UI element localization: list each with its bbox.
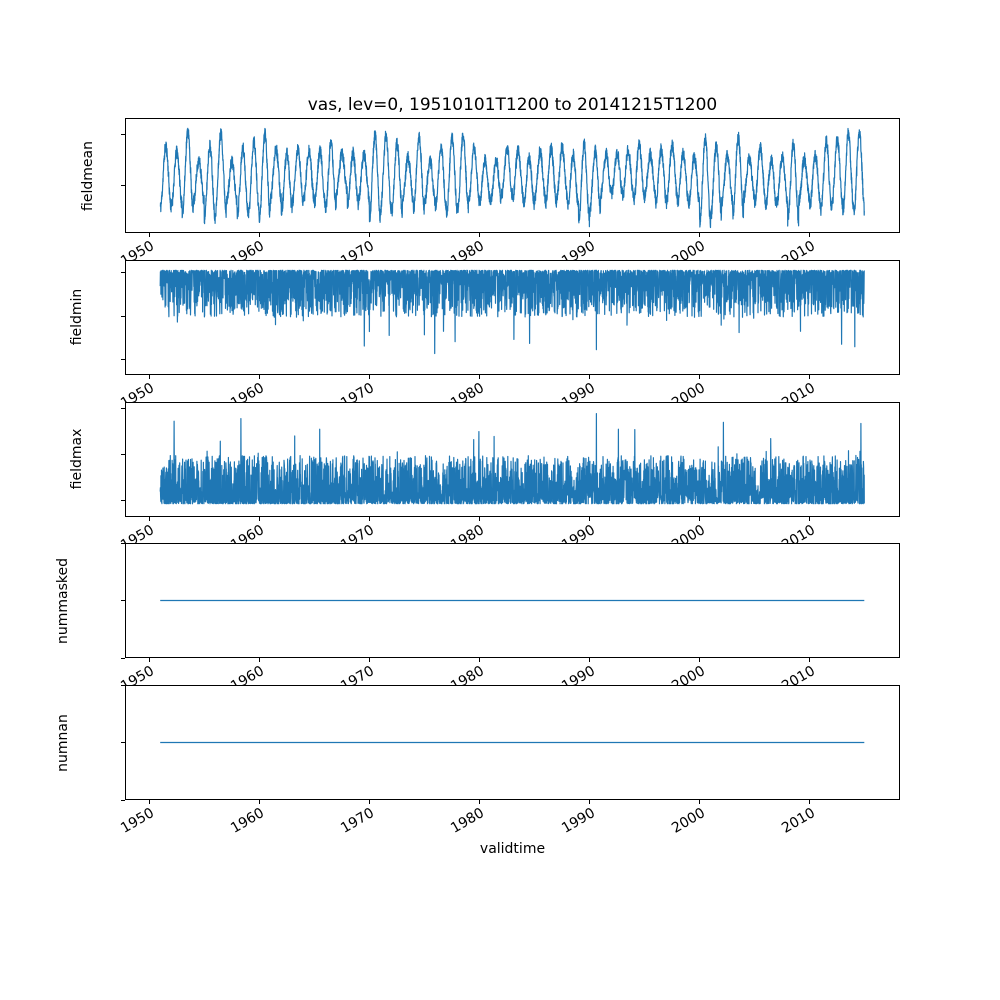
x-tick-mark <box>699 374 701 379</box>
x-tick-mark <box>478 233 480 237</box>
x-tick-mark <box>589 658 591 663</box>
series-polyline <box>159 412 865 504</box>
y-axis-label-nummasked: nummasked <box>55 557 71 644</box>
series-line-fieldmean <box>159 127 865 229</box>
x-tick-mark <box>809 516 811 521</box>
y-tick-mark <box>121 453 125 455</box>
x-tick-label: 1990 <box>558 805 598 837</box>
x-tick-mark <box>478 374 480 379</box>
x-tick-mark <box>809 233 811 237</box>
y-tick-mark <box>121 272 125 274</box>
chart-title: vas, lev=0, 19510101T1200 to 20141215T12… <box>307 95 718 115</box>
series-line-numnan <box>160 741 865 744</box>
x-tick-label: 1980 <box>448 805 488 837</box>
x-axis-label: validtime <box>479 841 546 857</box>
x-tick-label: 2010 <box>778 805 818 837</box>
series-polyline <box>159 269 865 354</box>
x-tick-mark <box>368 374 370 379</box>
y-tick-mark <box>121 407 125 409</box>
x-tick-mark <box>148 800 150 804</box>
x-tick-label: 1950 <box>118 805 158 837</box>
y-tick-mark <box>121 657 125 659</box>
x-tick-mark <box>589 374 591 379</box>
series-line-fieldmin <box>159 269 865 354</box>
y-tick-mark <box>121 359 125 361</box>
series-line-nummasked <box>160 600 865 602</box>
x-tick-mark <box>809 374 811 379</box>
x-tick-mark <box>148 516 150 521</box>
x-tick-label: 1970 <box>338 805 378 837</box>
x-tick-mark <box>699 658 701 663</box>
y-tick-mark <box>121 542 125 544</box>
x-tick-label: 1960 <box>228 805 268 837</box>
x-tick-mark <box>699 233 701 237</box>
x-tick-mark <box>809 658 811 663</box>
x-tick-mark <box>258 374 260 379</box>
x-tick-mark <box>699 800 701 804</box>
x-tick-mark <box>258 658 260 663</box>
x-tick-mark <box>148 233 150 237</box>
y-tick-mark <box>121 134 125 136</box>
y-tick-mark <box>121 742 125 743</box>
x-tick-mark <box>258 516 260 521</box>
x-tick-mark <box>589 800 591 804</box>
x-tick-label: 2000 <box>668 805 708 837</box>
x-tick-mark <box>589 233 591 237</box>
x-tick-mark <box>699 516 701 521</box>
y-tick-mark <box>121 684 125 686</box>
y-axis-label-fieldmean: fieldmean <box>80 140 96 211</box>
series-polyline <box>159 127 865 229</box>
x-tick-mark <box>258 233 260 237</box>
x-tick-mark <box>809 800 811 804</box>
x-tick-mark <box>148 374 150 379</box>
y-axis-label-fieldmin: fieldmin <box>69 288 85 346</box>
x-tick-mark <box>478 800 480 804</box>
x-tick-mark <box>368 658 370 663</box>
x-tick-mark <box>478 516 480 521</box>
series-line-fieldmax <box>159 412 865 504</box>
y-tick-mark <box>121 315 125 317</box>
y-tick-mark <box>121 600 125 602</box>
y-tick-mark <box>121 499 125 501</box>
x-tick-mark <box>368 516 370 521</box>
y-axis-label-numnan: numnan <box>55 713 71 772</box>
x-tick-mark <box>478 658 480 663</box>
y-tick-mark <box>121 184 125 186</box>
x-tick-mark <box>368 233 370 237</box>
x-tick-mark <box>258 800 260 804</box>
y-tick-mark <box>121 799 125 801</box>
x-tick-mark <box>148 658 150 663</box>
x-tick-mark <box>368 800 370 804</box>
x-tick-mark <box>589 516 591 521</box>
y-axis-label-fieldmax: fieldmax <box>69 428 85 490</box>
